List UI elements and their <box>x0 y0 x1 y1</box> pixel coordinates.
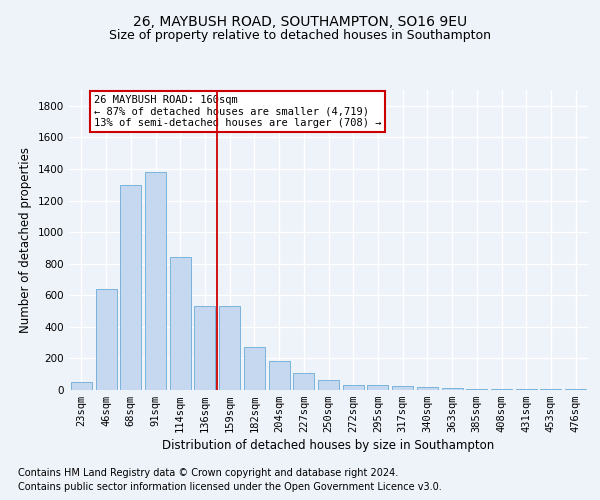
Bar <box>318 380 339 390</box>
Bar <box>95 289 116 390</box>
Bar <box>392 386 413 390</box>
Bar <box>145 172 166 390</box>
Y-axis label: Number of detached properties: Number of detached properties <box>19 147 32 333</box>
Bar <box>293 374 314 390</box>
Bar <box>516 389 537 390</box>
Bar <box>491 389 512 390</box>
Text: Size of property relative to detached houses in Southampton: Size of property relative to detached ho… <box>109 28 491 42</box>
Text: 26, MAYBUSH ROAD, SOUTHAMPTON, SO16 9EU: 26, MAYBUSH ROAD, SOUTHAMPTON, SO16 9EU <box>133 16 467 30</box>
Bar <box>541 389 562 390</box>
X-axis label: Distribution of detached houses by size in Southampton: Distribution of detached houses by size … <box>163 440 494 452</box>
Bar <box>466 388 487 390</box>
Bar <box>71 382 92 390</box>
Text: 26 MAYBUSH ROAD: 160sqm
← 87% of detached houses are smaller (4,719)
13% of semi: 26 MAYBUSH ROAD: 160sqm ← 87% of detache… <box>94 94 381 128</box>
Bar <box>170 258 191 390</box>
Text: Contains HM Land Registry data © Crown copyright and database right 2024.: Contains HM Land Registry data © Crown c… <box>18 468 398 477</box>
Bar <box>120 184 141 390</box>
Bar <box>442 388 463 390</box>
Bar <box>343 386 364 390</box>
Bar <box>367 386 388 390</box>
Bar <box>219 306 240 390</box>
Bar <box>269 361 290 390</box>
Bar <box>244 348 265 390</box>
Text: Contains public sector information licensed under the Open Government Licence v3: Contains public sector information licen… <box>18 482 442 492</box>
Bar <box>194 306 215 390</box>
Bar <box>417 387 438 390</box>
Bar <box>565 389 586 390</box>
